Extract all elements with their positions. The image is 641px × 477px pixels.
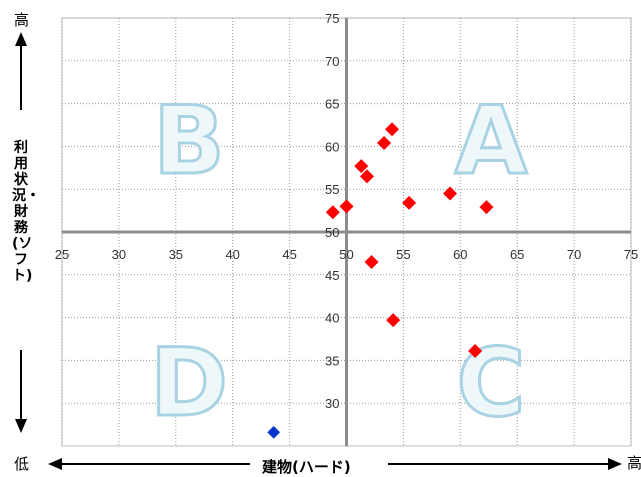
quadrant-label-b: B (153, 87, 225, 196)
y-axis-title: 利用状況・財務(ソフト) (12, 140, 40, 284)
data-point (443, 186, 458, 201)
y-axis-low-label: 低 (14, 455, 30, 473)
data-point (386, 313, 401, 328)
x-tick-label: 45 (282, 247, 296, 262)
y-arrow-up-head (15, 32, 27, 46)
data-point (339, 199, 354, 214)
y-axis-high-label: 高 (14, 11, 30, 29)
y-arrow-down-head (15, 419, 27, 433)
x-tick-label: 60 (453, 247, 467, 262)
x-arrow-left-head (48, 458, 62, 470)
x-tick-label: 25 (55, 247, 69, 262)
data-point (468, 343, 483, 358)
x-tick-label: 40 (225, 247, 239, 262)
y-tick-label: 55 (325, 182, 339, 197)
x-axis-title: 建物(ハード) (262, 458, 351, 476)
data-point (377, 135, 392, 150)
x-tick-label: 70 (567, 247, 581, 262)
y-tick-label: 40 (325, 311, 339, 326)
x-tick-label: 35 (169, 247, 183, 262)
axes (62, 18, 631, 446)
arrows (15, 32, 622, 470)
y-tick-label: 45 (325, 268, 339, 283)
y-tick-label: 75 (325, 11, 339, 26)
data-point (354, 159, 369, 174)
quadrant-label-c: C (457, 329, 526, 438)
data-point (364, 254, 379, 269)
y-tick-label: 50 (325, 225, 339, 240)
x-axis-high-label: 高 (627, 454, 641, 472)
x-tick-label: 55 (396, 247, 410, 262)
data-point (359, 169, 374, 184)
y-tick-label: 30 (325, 396, 339, 411)
data-point (385, 122, 400, 137)
data-point (325, 205, 340, 220)
y-tick-label: 65 (325, 97, 339, 112)
data-point (265, 424, 282, 441)
x-tick-label: 65 (510, 247, 524, 262)
quadrant-labels: B A D C (148, 86, 529, 440)
data-points (265, 122, 494, 441)
x-tick-label: 30 (112, 247, 126, 262)
x-arrow-right-head (608, 458, 622, 470)
y-tick-label: 60 (325, 139, 339, 154)
tick-labels: 25 30 35 40 45 50 55 60 65 70 75303540455055606570… (55, 11, 638, 411)
x-tick-label: 50 (339, 247, 353, 262)
y-tick-label: 70 (325, 54, 339, 69)
x-tick-label: 75 (624, 247, 638, 262)
quadrant-label-a: A (455, 87, 528, 196)
data-point (479, 200, 494, 215)
data-point (402, 195, 417, 210)
quadrant-label-d: D (150, 329, 228, 438)
y-tick-label: 35 (325, 353, 339, 368)
